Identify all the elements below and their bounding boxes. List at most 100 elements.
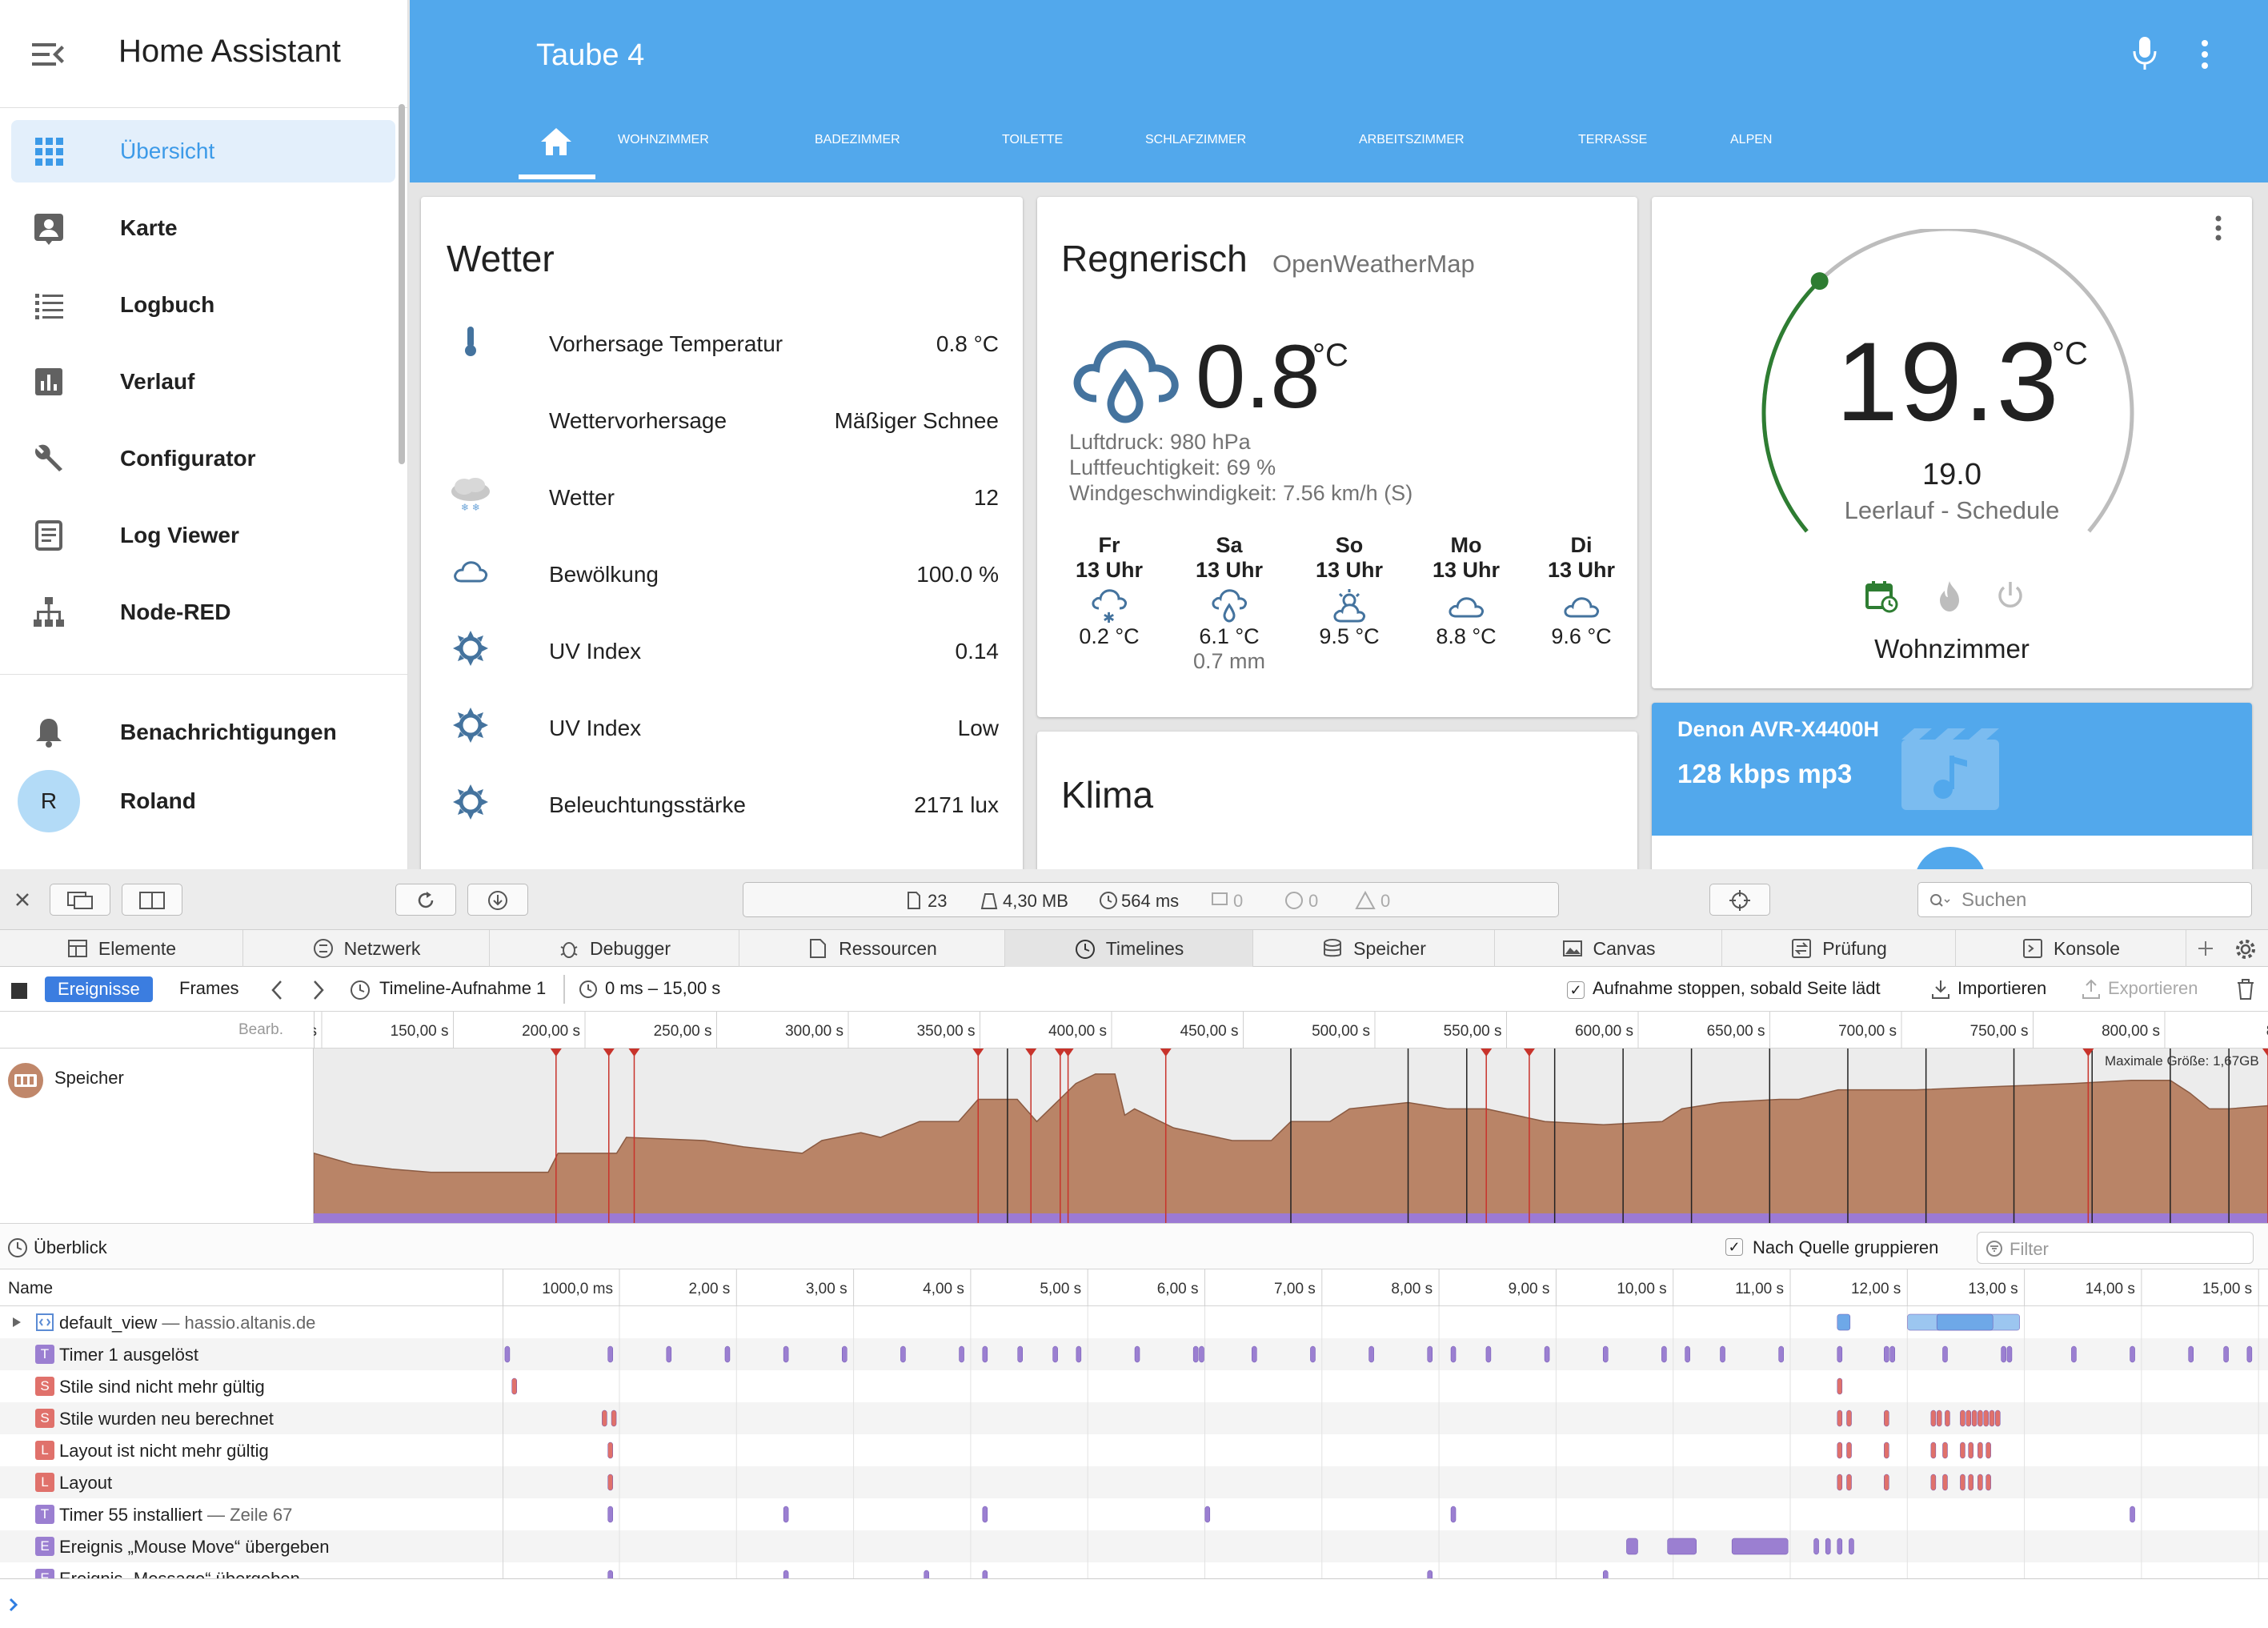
tab-wohnzimmer[interactable]: WOHNZIMMER (618, 133, 709, 146)
entity-row[interactable]: UV Index 0.14 (421, 612, 1024, 688)
entity-row[interactable]: UV Index Low (421, 688, 1024, 765)
event-row-styles-recalculated[interactable]: S Stile wurden neu berechnet (0, 1402, 2268, 1434)
tab-netzwerk[interactable]: Netzwerk (243, 930, 490, 967)
layout-invalidated-bar (1986, 1442, 1991, 1459)
entity-label: Vorhersage Temperatur (549, 331, 783, 356)
bearb-label[interactable]: Bearb. (238, 1021, 283, 1038)
sidebar-item-karte[interactable]: Karte (11, 197, 395, 259)
style-invalidated-bar (511, 1377, 517, 1395)
more-vert-icon[interactable] (2214, 215, 2223, 242)
tab-speicher[interactable]: Speicher (1253, 930, 1495, 967)
filter-input[interactable]: Filter (1977, 1232, 2254, 1264)
event-row-layout-invalidated[interactable]: L Layout ist nicht mehr gültig (0, 1434, 2268, 1466)
style-recalc-bar (1989, 1409, 1995, 1427)
close-icon[interactable] (14, 892, 30, 908)
dock-side-icon (139, 892, 165, 909)
tab-ressourcen[interactable]: Ressourcen (739, 930, 1005, 967)
database-icon (1324, 939, 1342, 957)
event-row-message[interactable]: E Ereignis „Message“ übergeben (0, 1562, 2268, 1578)
flame-icon[interactable] (1935, 579, 1964, 613)
sidebar-scrollbar[interactable] (399, 104, 405, 464)
tab-schlafzimmer[interactable]: SCHLAFZIMMER (1145, 133, 1247, 146)
recording-name[interactable]: Timeline-Aufnahme 1 (379, 978, 547, 998)
chart-icon (35, 368, 62, 395)
tab-label: Prüfung (1822, 937, 1887, 959)
time-tick-label: 15,00 s (2202, 1281, 2252, 1297)
tab-home[interactable] (539, 126, 573, 157)
import-button[interactable]: Importieren (1957, 978, 2047, 998)
event-row-layout[interactable]: L Layout (0, 1466, 2268, 1498)
sun-icon (453, 631, 488, 666)
search-input[interactable]: Suchen (1917, 882, 2252, 917)
sidebar-item-log-viewer[interactable]: Log Viewer (11, 504, 395, 567)
event-row-timer-installed[interactable]: T Timer 55 installiert — Zeile 67 (0, 1498, 2268, 1530)
sidebar-item-label: Node-RED (120, 599, 231, 624)
microphone-icon[interactable] (2130, 35, 2159, 72)
add-tab-icon[interactable] (2196, 939, 2215, 958)
export-button[interactable]: Exportieren (2108, 978, 2198, 998)
event-row-default-view[interactable]: default_view — hassio.altanis.de (0, 1306, 2268, 1338)
more-vert-icon[interactable] (2199, 38, 2210, 70)
tab-timelines[interactable]: Timelines (1005, 930, 1253, 967)
tab-badezimmer[interactable]: BADEZIMMER (815, 133, 900, 146)
undock-button[interactable] (50, 884, 110, 916)
events-mode-button[interactable]: Ereignisse (45, 976, 153, 1002)
trash-icon[interactable] (2236, 978, 2255, 1000)
thermostat-unit: °C (2052, 336, 2088, 371)
download-button[interactable] (467, 884, 528, 916)
sun-icon (453, 784, 488, 820)
power-icon[interactable] (1994, 579, 2026, 612)
element-picker-button[interactable] (1709, 884, 1770, 916)
back-arrow-icon[interactable] (270, 980, 283, 1000)
forward-arrow-icon[interactable] (312, 980, 325, 1000)
weather-forecast-card[interactable]: Regnerisch OpenWeatherMap 0.8 °C Luftdru… (1037, 197, 1637, 717)
sidebar-item-configurator[interactable]: Configurator (11, 427, 395, 490)
entity-label: Wetter (549, 485, 615, 510)
tab-canvas[interactable]: Canvas (1495, 930, 1722, 967)
user-name[interactable]: Roland (120, 788, 196, 813)
entity-row[interactable]: ❄ ❄ Wetter 12 (421, 458, 1024, 535)
timer-fired-bar (1942, 1345, 1948, 1363)
tab-toilette[interactable]: TOILETTE (1002, 133, 1064, 146)
sidebar-item-node-red[interactable]: Node-RED (11, 581, 395, 644)
frames-mode-button[interactable]: Frames (179, 978, 239, 998)
entity-row[interactable]: Wettervorhersage Mäßiger Schnee (421, 381, 1024, 458)
stop-on-load-checkbox[interactable]: ✓ (1567, 981, 1585, 999)
klima-card: Klima (1037, 732, 1637, 869)
settings-gear-icon[interactable] (2234, 938, 2257, 960)
sidebar-item-notifications[interactable]: Benachrichtigungen (11, 701, 395, 764)
tab-alpen[interactable]: ALPEN (1730, 133, 1773, 146)
event-row-mouse-move[interactable]: E Ereignis „Mouse Move“ übergeben (0, 1530, 2268, 1562)
name-column-header[interactable]: Name (8, 1279, 54, 1297)
record-stop-button[interactable] (11, 983, 27, 999)
tab-debugger[interactable]: Debugger (490, 930, 739, 967)
dock-side-button[interactable] (122, 884, 182, 916)
console-prompt[interactable] (0, 1578, 2268, 1628)
tab-elemente[interactable]: Elemente (0, 930, 243, 967)
event-row-styles-invalidated[interactable]: S Stile sind nicht mehr gültig (0, 1370, 2268, 1402)
sidebar-item-logbuch[interactable]: Logbuch (11, 274, 395, 336)
map-person-icon (34, 214, 63, 245)
overview-label[interactable]: Überblick (34, 1237, 107, 1257)
thermostat-dial[interactable] (1748, 229, 2148, 581)
group-by-source-checkbox[interactable]: ✓ (1725, 1238, 1743, 1256)
tab-terrasse[interactable]: TERRASSE (1578, 133, 1648, 146)
reload-button[interactable] (395, 884, 456, 916)
menu-collapse-icon[interactable] (32, 40, 66, 69)
entity-row[interactable]: Beleuchtungsstärke 2171 lux (421, 765, 1024, 842)
avatar[interactable]: R (18, 770, 80, 832)
timer-tag-icon: T (35, 1345, 54, 1364)
tab-konsole[interactable]: Konsole (1956, 930, 2186, 967)
script-icon (36, 1313, 54, 1331)
calendar-clock-icon[interactable] (1865, 579, 1898, 613)
disclosure-triangle-icon[interactable] (11, 1316, 22, 1329)
tab-pruefung[interactable]: Prüfung (1722, 930, 1956, 967)
memory-track: Speicher Maximale Größe: 1,67GB (0, 1049, 2268, 1223)
entity-row[interactable]: Vorhersage Temperatur 0.8 °C (421, 304, 1024, 381)
sidebar-item-uebersicht[interactable]: Übersicht (11, 120, 395, 182)
forecast-time: 13 Uhr (1315, 558, 1384, 582)
entity-row[interactable]: Bewölkung 100.0 % (421, 535, 1024, 612)
media-player-card[interactable]: Denon AVR-X4400H 128 kbps mp3 (1652, 703, 2252, 869)
tab-arbeitszimmer[interactable]: ARBEITSZIMMER (1359, 133, 1465, 146)
sidebar-item-verlauf[interactable]: Verlauf (11, 351, 395, 413)
